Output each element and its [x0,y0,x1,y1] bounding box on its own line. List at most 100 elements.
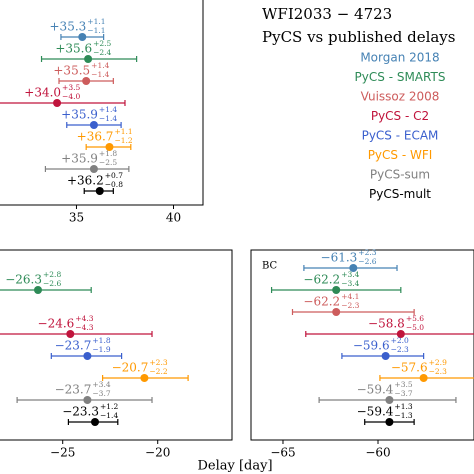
point [385,418,394,426]
point [84,55,93,63]
err-minus-label: −1.2 [114,136,132,145]
err-minus-label: −3.7 [394,389,412,398]
err-plus-label: +5.6 [406,314,424,323]
err-plus-label: +4.3 [75,314,93,323]
point [332,286,341,294]
err-plus-label: +1.8 [99,149,117,158]
err-minus-label: −2.2 [149,367,167,376]
value-label: −26.3 [5,273,42,287]
point [349,264,358,272]
panel-frame [250,249,474,441]
err-minus-label: −1.3 [394,411,412,420]
point [91,418,100,426]
point [140,374,149,382]
err-plus-label: +3.5 [62,83,80,92]
err-plus-label: +1.8 [92,336,110,345]
value-label: −59.6 [353,339,390,353]
err-plus-label: +1.4 [91,61,109,70]
value-label: −61.3 [321,251,358,265]
value-label: −24.6 [38,317,75,331]
value-label: −59.4 [357,383,394,397]
x-tick-label: −65 [270,446,295,460]
value-label: −57.6 [391,361,428,375]
err-minus-label: −1.9 [92,345,110,354]
value-label: +36.2 [67,174,104,188]
err-minus-label: −3.4 [341,279,359,288]
err-plus-label: +3.5 [394,380,412,389]
legend-entry: PyCS - SMARTS [355,70,446,84]
x-tick-label: −60 [365,446,390,460]
err-minus-label: −1.4 [100,411,118,420]
point [78,33,87,41]
err-plus-label: +1.2 [100,402,118,411]
err-plus-label: +1.1 [87,17,105,26]
err-minus-label: −2.3 [391,345,409,354]
legend-entry: Vuissoz 2008 [361,90,440,104]
x-tick-label: 35 [69,211,84,225]
point [89,165,98,173]
err-plus-label: +1.1 [114,127,132,136]
value-label: +35.9 [61,152,98,166]
point [82,77,91,85]
err-plus-label: +1.3 [394,402,412,411]
err-minus-label: −2.3 [429,367,447,376]
err-plus-label: +2.3 [149,358,167,367]
point [385,396,394,404]
err-plus-label: +2.3 [358,248,376,257]
value-label: −23.7 [55,383,92,397]
point [89,121,98,129]
point [66,330,75,338]
err-minus-label: −1.4 [99,114,117,123]
point [95,187,104,195]
value-label: −62.2 [303,295,340,309]
err-plus-label: +2.8 [43,270,61,279]
legend-entry: PyCS - ECAM [362,129,439,143]
err-minus-label: −4.3 [75,323,93,332]
err-minus-label: −1.4 [91,70,109,79]
err-plus-label: +3.4 [341,270,359,279]
err-plus-label: +2.5 [93,39,111,48]
title: WFI2033 − 4723 [262,5,392,23]
x-tick-label: −20 [145,446,170,460]
panel-label: BC [262,261,278,272]
err-plus-label: +2.9 [429,358,447,367]
err-plus-label: +0.7 [105,171,123,180]
err-minus-label: −1.1 [87,26,105,35]
legend-entry: PyCS - WFI [368,148,433,162]
point [332,308,341,316]
err-minus-label: −5.0 [406,323,424,332]
err-minus-label: −2.6 [43,279,61,288]
value-label: +36.7 [77,130,114,144]
point [419,374,428,382]
value-label: +35.9 [61,108,98,122]
point [53,99,62,107]
value-label: +35.6 [55,42,92,56]
panel-frame [0,249,233,441]
x-tick-label: −25 [50,446,75,460]
value-label: −58.8 [368,317,405,331]
legend-entry: PyCS - C2 [371,109,429,123]
err-minus-label: −2.5 [99,158,117,167]
err-minus-label: −3.7 [92,389,110,398]
value-label: +35.5 [53,64,90,78]
err-minus-label: −4.0 [62,92,80,101]
point [105,143,114,151]
subtitle: PyCS vs published delays [262,28,455,46]
legend-entry: Morgan 2018 [360,51,439,65]
err-minus-label: −2.3 [341,301,359,310]
err-plus-label: +3.4 [92,380,110,389]
value-label: −59.4 [357,405,394,419]
point [381,352,390,360]
err-minus-label: −2.4 [93,48,111,57]
value-label: −23.3 [62,405,99,419]
point [83,352,92,360]
point [83,396,92,404]
legend-entry: PyCS-mult [369,187,431,201]
err-plus-label: +1.4 [99,105,117,114]
panel-frame [0,0,204,206]
point [396,330,405,338]
value-label: −23.7 [55,339,92,353]
x-tick-label: 40 [166,211,181,225]
err-minus-label: −0.8 [105,180,123,189]
